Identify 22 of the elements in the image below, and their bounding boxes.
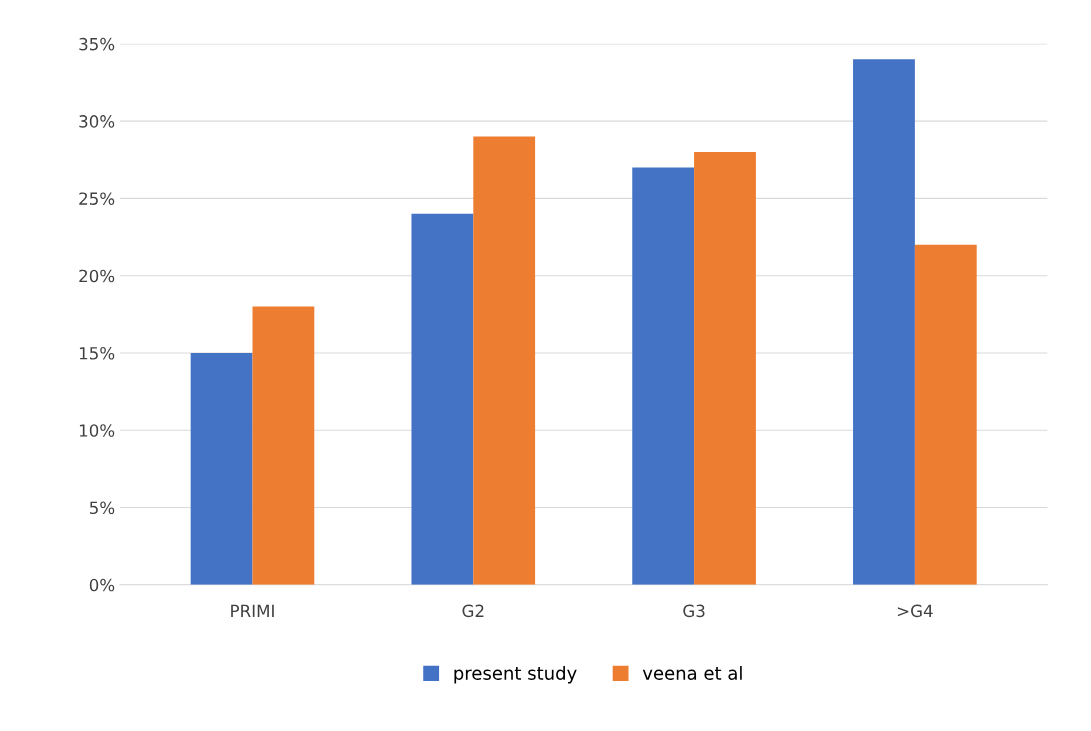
bar [411, 213, 474, 585]
bar [190, 352, 253, 585]
y-tick-label: 35% [79, 37, 115, 51]
bar [694, 152, 756, 585]
y-tick-label: 20% [79, 269, 115, 283]
bar [473, 136, 536, 585]
bar [914, 244, 977, 585]
y-tick-label: 30% [79, 115, 115, 128]
x-tick-label: >G4 [897, 604, 933, 618]
x-tick-label: G3 [683, 604, 705, 618]
y-tick-label: 10% [79, 424, 115, 437]
y-tick-label: 15% [79, 346, 115, 360]
y-tick-label: 25% [79, 192, 115, 205]
legend-label: present study [454, 665, 577, 684]
x-tick-label: G2 [462, 604, 484, 618]
legend-label: veena et al [642, 665, 742, 680]
bar [252, 306, 315, 585]
bar [632, 167, 695, 585]
y-tick-label: 5% [90, 501, 115, 515]
bar [853, 59, 915, 585]
x-tick-label: PRIMI [231, 604, 274, 617]
y-tick-label: 0% [89, 578, 115, 592]
